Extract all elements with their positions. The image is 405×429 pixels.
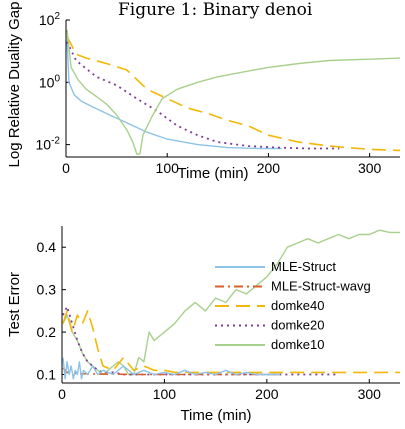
legend-entry: domke40 [271,298,324,313]
x-tick-label: 0 [62,160,70,176]
legend-entry: MLE-Struct [271,259,336,274]
x-axis-label: Time (min) [177,165,248,182]
y-tick-label: 102 [39,11,61,28]
x-tick-label: 0 [58,386,66,402]
x-tick-label: 100 [156,160,180,176]
y-tick-label: 0.3 [37,282,57,298]
legend-entry: domke20 [271,318,324,333]
x-tick-label: 200 [257,160,281,176]
series-line-domke20 [66,41,340,150]
y-tick-label: 0.2 [37,324,57,340]
series-line-mle-struct [62,357,281,380]
test-error-panel: 0 100 200 3000.10.20.30.4MLE-StructMLE-Stru… [6,226,400,424]
y-tick-label: 100 [39,73,61,90]
legend: MLE-Struct MLE-Struct-wavg domke40 domke20 d… [215,259,371,352]
x-tick-label: 300 [358,386,382,402]
x-axis-label: Time (min) [180,407,251,424]
x-tick-label: 100 [153,386,177,402]
legend-entry: domke10 [271,337,324,352]
series-line-domke10 [62,229,400,376]
y-tick-label: 0.1 [37,367,57,383]
legend-entry: MLE-Struct-wavg [271,279,371,294]
series-line-domke40 [62,310,400,374]
series-line-domke40 [66,35,401,152]
y-axis-label: Test Error [6,272,23,337]
y-axis-label: Log Relative Duality Gap [6,2,23,168]
x-tick-label: 200 [255,386,279,402]
figure-caption: Figure 1: Binary denoi [118,0,313,20]
y-tick-label: 0.4 [37,239,57,255]
series-line-domke10 [66,29,401,155]
series-line-mle-struct [66,38,282,150]
x-tick-label: 300 [358,160,382,176]
y-tick-label: 10-2 [36,136,61,153]
duality-gap-panel: 0 100 200 300 102 100 10-2 Time (min) Log Relati… [6,2,401,182]
